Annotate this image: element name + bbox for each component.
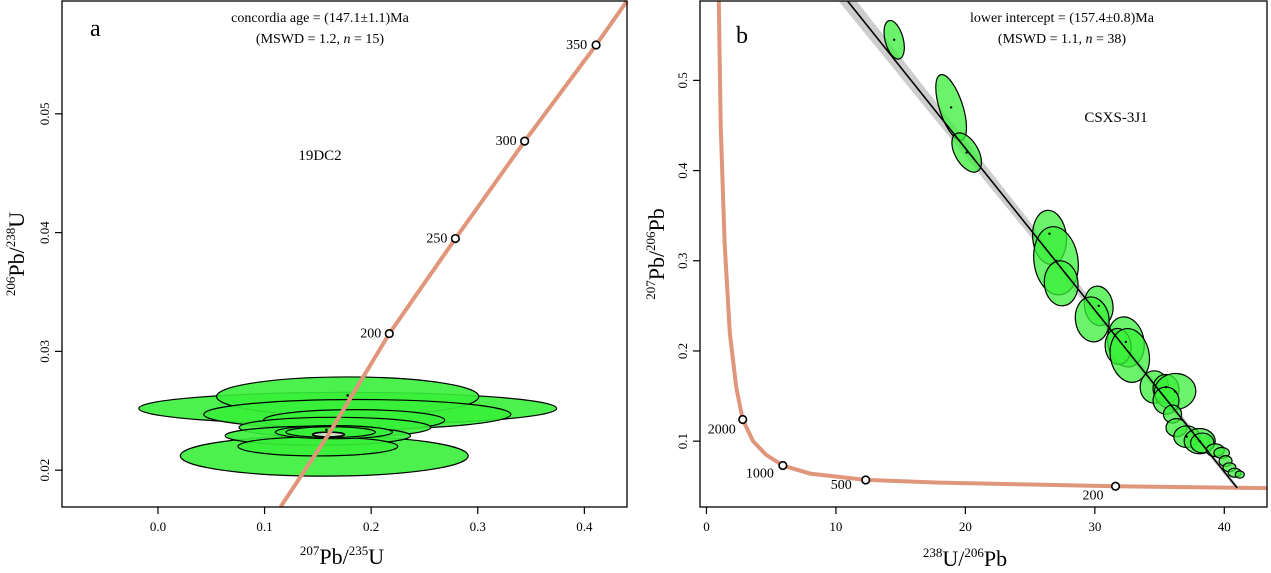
panel-a-concordia: 200 250 300 350 0.0 0.1 0.2 0.3 0.4 0.02 0.03 0.04…	[3, 0, 629, 569]
ellipse-center-point	[1124, 340, 1128, 344]
x-tick-label: 0	[703, 519, 710, 534]
y-tick-label: 0.2	[675, 343, 690, 359]
concordia-age-marker	[591, 40, 601, 50]
x-tick-label: 0.4	[576, 519, 593, 534]
panel-b-plot-frame	[699, 0, 1268, 508]
panel-a-sample-name: 19DC2	[298, 148, 341, 164]
y-tick-label: 0.1	[675, 433, 690, 449]
x-tick-label: 40	[1218, 519, 1231, 534]
y-tick-label: 0.05	[37, 102, 52, 125]
panel-a-ellipses	[138, 376, 558, 477]
ellipse-center-point	[1185, 435, 1188, 438]
panel-b-y-axis-title: 207Pb/206Pb	[643, 208, 669, 300]
concordia-age-label: 2000	[708, 423, 736, 438]
concordia-age-marker	[778, 460, 788, 471]
concordia-age-marker	[450, 233, 460, 244]
panel-b-ellipses	[883, 19, 1245, 479]
x-tick-label: 30	[1088, 519, 1101, 534]
ellipse-center-point	[1048, 232, 1051, 235]
ellipse-center-point	[965, 151, 968, 154]
panel-a-age-markers: 200 250 300 350	[360, 38, 601, 342]
error-ellipse	[1234, 470, 1245, 479]
concordia-age-marker	[861, 475, 871, 485]
panel-b-concordia-curve	[716, 0, 1268, 491]
concordia-age-marker	[1110, 481, 1121, 491]
panel-b-x-axis-title: 238U/206Pb	[923, 545, 1007, 571]
concordia-age-label: 1000	[746, 467, 774, 482]
panel-b-annotation-line2: (MSWD = 1.1, n = 38)	[998, 32, 1127, 47]
concordia-age-label: 300	[496, 134, 517, 149]
ellipse-center-point	[1097, 304, 1100, 308]
error-ellipse	[1043, 260, 1079, 307]
panel-b-label: b	[736, 23, 748, 49]
panel-a-axis-ticks: 0.0 0.1 0.2 0.3 0.4 0.02 0.03 0.04 0.05	[37, 102, 593, 534]
panel-a-annotation-line2: (MSWD = 1.2, n = 15)	[256, 32, 385, 47]
x-tick-label: 0.1	[256, 519, 272, 534]
y-tick-label: 0.4	[675, 162, 690, 179]
ellipse-center-point	[346, 394, 349, 397]
error-ellipse	[1074, 296, 1110, 343]
concordia-age-label: 200	[360, 327, 381, 342]
panel-a-label: a	[90, 16, 101, 42]
ellipse-center-point	[325, 428, 328, 432]
panel-b-regression-line	[846, 0, 1238, 489]
ellipse-center-point	[1164, 385, 1168, 389]
x-tick-label: 10	[829, 519, 842, 534]
x-tick-label: 0.0	[150, 519, 166, 534]
panel-a-x-axis-title: 207Pb/235U	[300, 543, 384, 569]
panel-a-annotation-line1: concordia age = (147.1±1.1)Ma	[231, 11, 409, 26]
panel-a-y-axis-title: 206Pb/238U	[3, 212, 29, 296]
y-tick-label: 0.5	[675, 72, 690, 88]
concordia-age-marker	[520, 136, 530, 146]
concordia-age-label: 250	[426, 232, 447, 247]
panel-b-sample-name: CSXS-3J1	[1084, 110, 1147, 126]
panel-a-plot-frame	[61, 0, 628, 508]
concordia-age-label: 200	[1083, 488, 1104, 503]
y-tick-label: 0.04	[37, 221, 52, 244]
panel-b-age-markers: 2000 1000 500 200	[708, 414, 1121, 503]
x-tick-label: 0.2	[363, 519, 379, 534]
ellipse-center-point	[949, 106, 953, 109]
concordia-age-label: 500	[831, 478, 852, 493]
concordia-age-marker	[384, 328, 394, 339]
panel-a-concordia-curve	[278, 0, 629, 509]
concordia-age-label: 350	[566, 38, 587, 53]
ellipse-center-point	[1173, 390, 1177, 393]
panel-b-axis-ticks: 0 10 20 30 40 0.1 0.2 0.3 0.4 0.5	[675, 72, 1231, 534]
y-tick-label: 0.03	[37, 340, 52, 363]
panel-b-annotation-line1: lower intercept = (157.4±0.8)Ma	[970, 11, 1155, 26]
y-tick-label: 0.02	[37, 459, 52, 482]
y-tick-label: 0.3	[675, 253, 690, 269]
concordia-age-marker	[738, 414, 748, 425]
x-tick-label: 0.3	[470, 519, 486, 534]
x-tick-label: 20	[959, 519, 972, 534]
ellipse-center-point	[892, 38, 896, 41]
